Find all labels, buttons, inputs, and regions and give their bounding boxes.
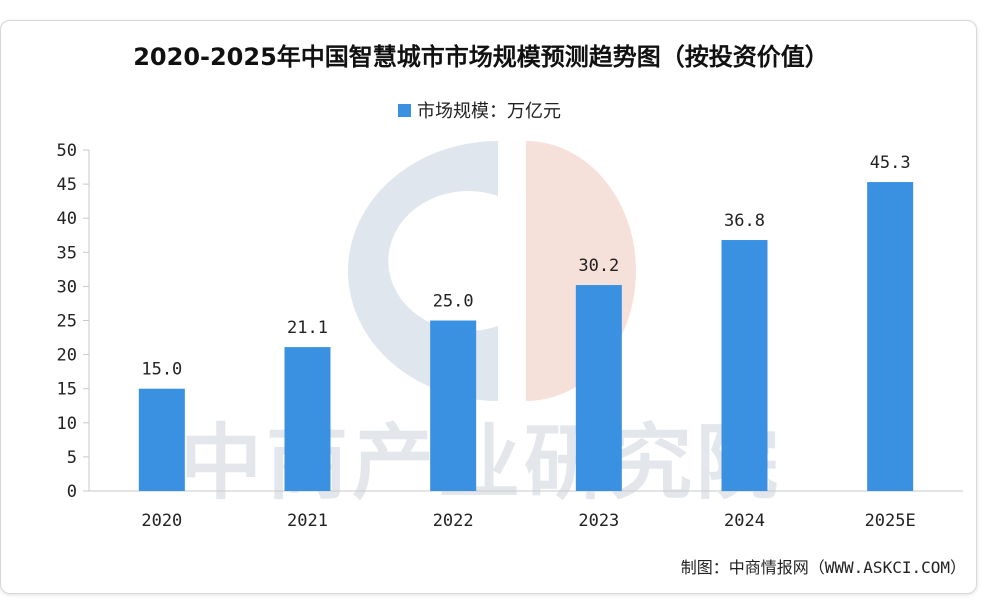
data-label-2020: 15.0 bbox=[141, 360, 182, 380]
legend-label: 市场规模：万亿元 bbox=[417, 101, 561, 122]
y-tick-label: 40 bbox=[57, 209, 77, 229]
y-tick-label: 50 bbox=[57, 141, 77, 161]
bar-2025E bbox=[867, 182, 914, 491]
data-label-2021: 21.1 bbox=[287, 318, 328, 338]
y-tick-label: 10 bbox=[57, 414, 77, 434]
legend: 市场规模：万亿元 bbox=[398, 101, 561, 122]
data-label-2025E: 45.3 bbox=[870, 153, 911, 173]
x-axis: 2020 2021 2022 2023 2024 2025E bbox=[89, 490, 963, 531]
x-tick-label: 2024 bbox=[724, 511, 765, 531]
x-tick-label: 2021 bbox=[287, 511, 328, 531]
x-tick-label: 2022 bbox=[433, 511, 474, 531]
x-tick-label: 2023 bbox=[578, 511, 619, 531]
y-axis: 0 5 10 15 20 25 30 35 40 45 50 bbox=[57, 141, 90, 502]
y-tick-label: 5 bbox=[67, 448, 77, 468]
bar-2023 bbox=[575, 285, 622, 491]
data-label-2022: 25.0 bbox=[433, 292, 474, 312]
chart-title: 2020-2025年中国智慧城市市场规模预测趋势图（按投资价值） bbox=[133, 43, 829, 71]
source-credit: 制图：中商情报网（WWW.ASKCI.COM） bbox=[681, 558, 966, 577]
y-tick-label: 30 bbox=[57, 277, 77, 297]
bar-2020 bbox=[138, 388, 185, 491]
x-tick-label: 2025E bbox=[865, 511, 916, 531]
bar-2022 bbox=[430, 320, 477, 491]
y-tick-label: 15 bbox=[57, 380, 77, 400]
data-label-2024: 36.8 bbox=[724, 211, 765, 231]
bar-series: 15.0 21.1 25.0 30.2 36.8 45.3 bbox=[138, 153, 914, 491]
watermark-text: 中商产业研究院 bbox=[180, 416, 782, 511]
chart-frame: 中商产业研究院 2020-2025年中国智慧城市市场规模预测趋势图（按投资价值）… bbox=[0, 20, 977, 594]
y-tick-label: 0 bbox=[67, 482, 77, 502]
x-tick-label: 2020 bbox=[141, 511, 182, 531]
bar-2021 bbox=[284, 347, 331, 491]
y-tick-label: 35 bbox=[57, 243, 77, 263]
bar-chart: 中商产业研究院 2020-2025年中国智慧城市市场规模预测趋势图（按投资价值）… bbox=[57, 43, 966, 577]
bar-2024 bbox=[721, 240, 768, 491]
y-tick-label: 45 bbox=[57, 175, 77, 195]
data-label-2023: 30.2 bbox=[578, 256, 619, 276]
legend-swatch bbox=[398, 104, 411, 117]
y-tick-label: 20 bbox=[57, 346, 77, 366]
y-tick-label: 25 bbox=[57, 312, 77, 332]
